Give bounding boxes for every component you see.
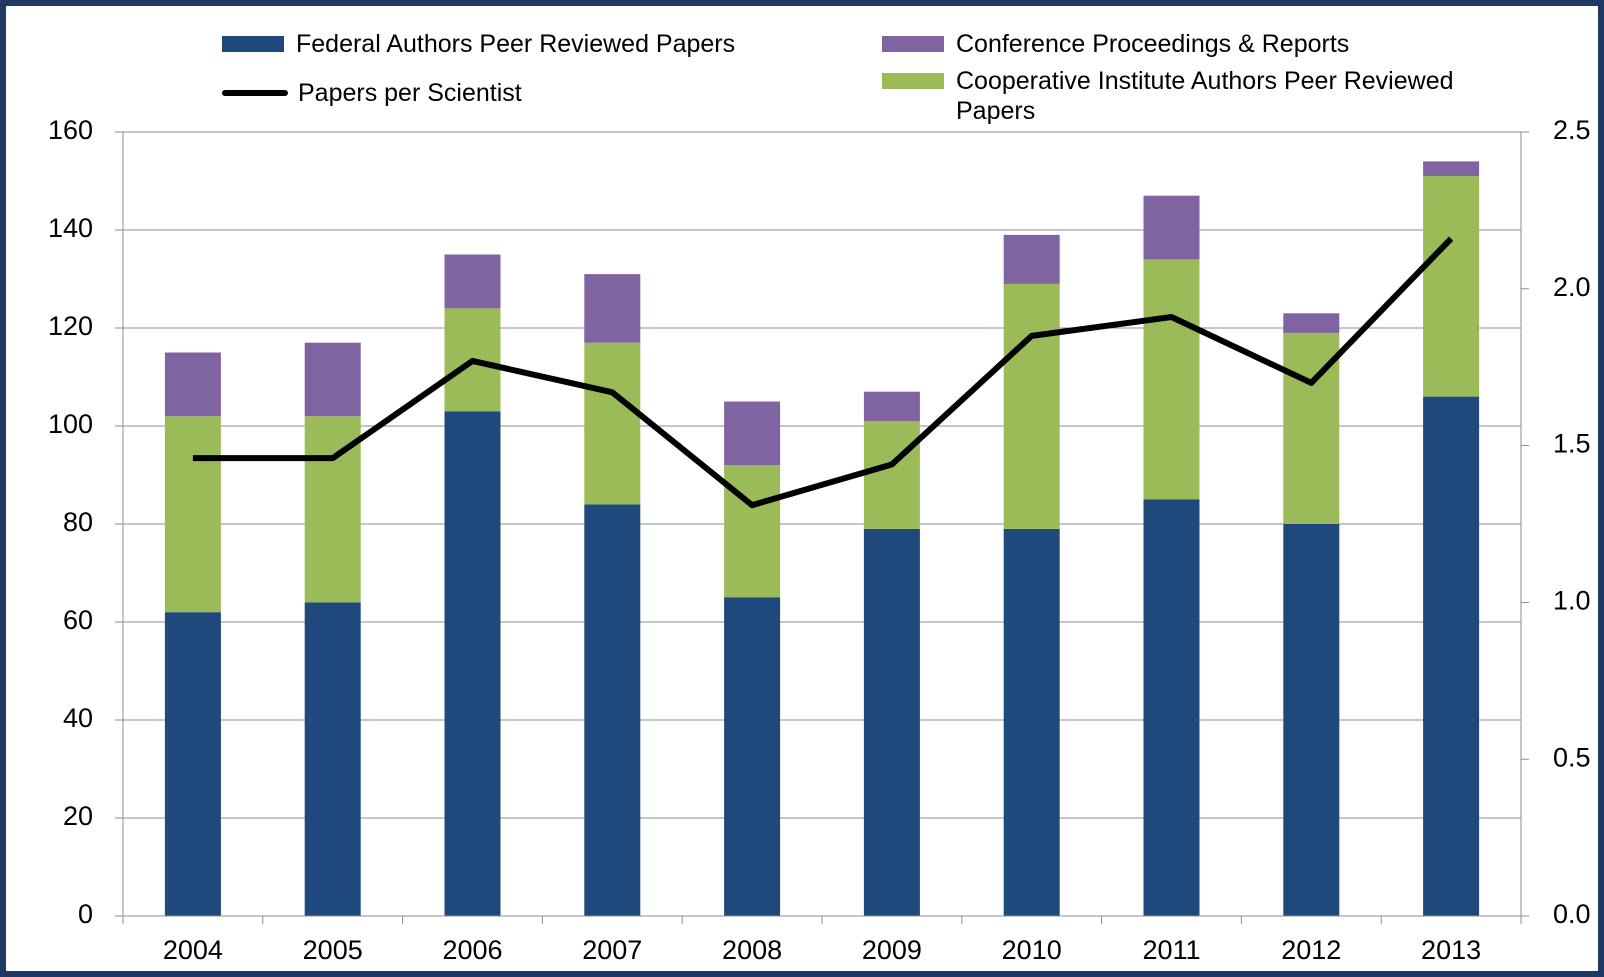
- bar-segment: [1423, 176, 1480, 397]
- bar-segment: [164, 352, 221, 417]
- bar-segment: [164, 612, 221, 916]
- x-tick-label: 2013: [1421, 935, 1481, 965]
- bar-segment: [1143, 259, 1200, 500]
- bar-segment: [584, 274, 641, 343]
- x-tick-label: 2007: [582, 935, 642, 965]
- x-tick-label: 2011: [1142, 935, 1200, 965]
- x-tick-label: 2010: [1002, 935, 1062, 965]
- legend-item: Papers per Scientist: [222, 78, 782, 108]
- bar-segment: [1003, 283, 1060, 529]
- legend-key: [882, 73, 944, 89]
- y-tick-label: 20: [63, 801, 93, 831]
- line-series: [192, 236, 1454, 509]
- y-tick-label: 80: [63, 507, 93, 537]
- y-tick-label: 0: [78, 899, 93, 929]
- legend-key: [222, 90, 288, 96]
- x-tick-label: 2006: [442, 935, 502, 965]
- x-tick-label: 2004: [163, 935, 223, 965]
- y-tick-label: 40: [63, 703, 93, 733]
- y-tick-label: 160: [48, 115, 93, 145]
- bar-segment: [1283, 524, 1340, 916]
- x-tick-label: 2005: [303, 935, 363, 965]
- legend-key: [222, 36, 284, 52]
- legend-label: Cooperative Institute Authors Peer Revie…: [956, 67, 1454, 125]
- y-tick-label: 100: [48, 409, 93, 439]
- bar-segment: [724, 465, 781, 598]
- bar-segment: [304, 342, 361, 417]
- bar-segment: [164, 416, 221, 613]
- y2-tick-label: 1.0: [1553, 586, 1591, 616]
- legend-item: Cooperative Institute Authors Peer Revie…: [882, 66, 1482, 126]
- legend-label: Conference Proceedings & Reports: [956, 30, 1350, 58]
- legend-label: Papers per Scientist: [298, 79, 522, 107]
- bar-segment: [1143, 499, 1200, 916]
- bar-segment: [863, 391, 920, 422]
- bar-segment: [584, 342, 641, 505]
- bar-segment: [304, 602, 361, 916]
- bar-segment: [863, 528, 920, 916]
- x-tick-label: 2008: [722, 935, 782, 965]
- bar-segment: [1283, 313, 1340, 333]
- bar-segment: [724, 401, 781, 466]
- y2-tick-label: 1.5: [1553, 429, 1591, 459]
- bar-segment: [584, 504, 641, 916]
- y2-tick-label: 0.0: [1553, 899, 1591, 929]
- bar-segment: [1143, 195, 1200, 260]
- bar-segment: [1423, 396, 1480, 917]
- bar-segment: [1003, 234, 1060, 284]
- y-tick-label: 120: [48, 311, 93, 341]
- legend-key: [882, 36, 944, 52]
- y2-tick-label: 0.5: [1553, 742, 1591, 772]
- legend-label: Federal Authors Peer Reviewed Papers: [296, 30, 736, 58]
- legend-item: Federal Authors Peer Reviewed Papers: [222, 29, 782, 59]
- bar-segment: [863, 421, 920, 529]
- y2-tick-label: 2.0: [1553, 272, 1591, 302]
- bar-segment: [724, 597, 781, 916]
- bar-segment: [1003, 528, 1060, 916]
- legend-item: Conference Proceedings & Reports: [882, 29, 1482, 59]
- x-tick-label: 2009: [862, 935, 922, 965]
- bar-segment: [444, 254, 501, 309]
- y-tick-label: 60: [63, 605, 93, 635]
- bar-segment: [444, 411, 501, 916]
- x-tick-label: 2012: [1281, 935, 1341, 965]
- bar-segment: [1423, 161, 1480, 177]
- y2-tick-label: 2.5: [1553, 115, 1591, 145]
- y-tick-label: 140: [48, 213, 93, 243]
